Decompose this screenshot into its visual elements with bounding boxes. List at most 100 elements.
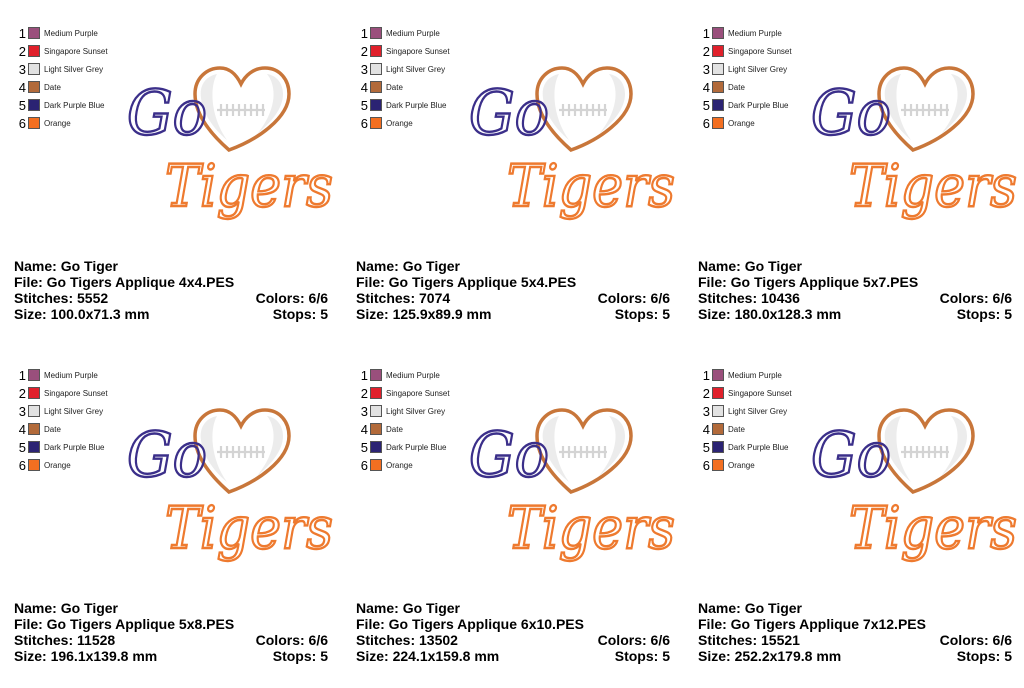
legend-number: 3 xyxy=(702,404,710,419)
size-row: Size: 196.1x139.8 mm Stops: 5 xyxy=(14,648,328,664)
color-swatch xyxy=(28,63,40,75)
legend-row: 1 Medium Purple xyxy=(18,25,138,43)
color-swatch xyxy=(28,459,40,471)
file-label: File: xyxy=(356,616,389,632)
colors-value: 6/6 xyxy=(992,290,1012,306)
legend-number: 5 xyxy=(702,98,710,113)
color-swatch xyxy=(370,45,382,57)
name-row: Name: Go Tiger xyxy=(698,258,1012,274)
go-text: Go xyxy=(811,418,891,491)
color-swatch xyxy=(370,27,382,39)
tigers-text: Tigers xyxy=(507,152,675,220)
legend-row: 6 Orange xyxy=(18,457,138,475)
legend-number: 1 xyxy=(360,368,368,383)
stitches-value: 11528 xyxy=(77,632,116,648)
name-value: Go Tiger xyxy=(60,600,118,616)
legend-row: 5 Dark Purple Blue xyxy=(702,439,822,457)
file-value: Go Tigers Applique 5x7.PES xyxy=(730,274,919,290)
legend-number: 5 xyxy=(360,440,368,455)
legend-number: 3 xyxy=(18,404,26,419)
football-right-panel xyxy=(941,416,967,476)
legend-row: 3 Light Silver Grey xyxy=(702,403,822,421)
colors-label: Colors: xyxy=(597,290,651,306)
file-row: File: Go Tigers Applique 5x8.PES xyxy=(14,616,328,632)
go-tigers-design-preview: Go Tigers xyxy=(468,66,676,221)
legend-number: 5 xyxy=(18,440,26,455)
thread-color-legend: 1 Medium Purple 2 Singapore Sunset 3 Light Si… xyxy=(702,25,822,133)
legend-color-name: Dark Purple Blue xyxy=(386,443,447,452)
stitches-label: Stitches: xyxy=(14,632,78,648)
stops-value: 5 xyxy=(320,306,328,322)
legend-color-name: Medium Purple xyxy=(44,29,98,38)
file-row: File: Go Tigers Applique 5x4.PES xyxy=(356,274,670,290)
color-swatch xyxy=(712,99,724,111)
football-left-panel xyxy=(884,74,911,140)
stitches-label: Stitches: xyxy=(698,290,762,306)
stops-value: 5 xyxy=(662,306,670,322)
colors-field: Colors: 6/6 xyxy=(256,290,328,306)
design-card: 1 Medium Purple 2 Singapore Sunset 3 Light Si… xyxy=(354,0,684,342)
file-row: File: Go Tigers Applique 5x7.PES xyxy=(698,274,1012,290)
colors-label: Colors: xyxy=(939,290,993,306)
name-value: Go Tiger xyxy=(60,258,118,274)
legend-row: 5 Dark Purple Blue xyxy=(360,439,480,457)
legend-number: 4 xyxy=(360,80,368,95)
legend-row: 3 Light Silver Grey xyxy=(360,403,480,421)
legend-number: 6 xyxy=(702,116,710,131)
legend-row: 3 Light Silver Grey xyxy=(18,61,138,79)
color-swatch xyxy=(28,423,40,435)
go-tigers-design-preview: Go Tigers xyxy=(810,408,1018,563)
thread-color-legend: 1 Medium Purple 2 Singapore Sunset 3 Light Si… xyxy=(360,367,480,475)
legend-number: 4 xyxy=(702,80,710,95)
color-swatch xyxy=(370,99,382,111)
legend-number: 5 xyxy=(360,98,368,113)
colors-value: 6/6 xyxy=(650,290,670,306)
legend-row: 2 Singapore Sunset xyxy=(18,385,138,403)
color-swatch xyxy=(370,459,382,471)
legend-row: 6 Orange xyxy=(702,457,822,475)
legend-color-name: Date xyxy=(386,83,403,92)
color-swatch xyxy=(370,441,382,453)
legend-color-name: Light Silver Grey xyxy=(386,65,446,74)
name-value: Go Tiger xyxy=(402,258,460,274)
legend-color-name: Orange xyxy=(386,461,413,470)
file-row: File: Go Tigers Applique 7x12.PES xyxy=(698,616,1012,632)
legend-number: 6 xyxy=(18,458,26,473)
color-swatch xyxy=(712,387,724,399)
legend-color-name: Medium Purple xyxy=(728,371,782,380)
name-label: Name: xyxy=(14,258,61,274)
football-left-panel xyxy=(542,74,569,140)
legend-number: 2 xyxy=(18,44,26,59)
go-text: Go xyxy=(127,76,207,149)
name-label: Name: xyxy=(356,600,403,616)
color-swatch xyxy=(712,27,724,39)
name-value: Go Tiger xyxy=(402,600,460,616)
stops-value: 5 xyxy=(320,648,328,664)
stops-field: Stops: 5 xyxy=(273,306,328,322)
legend-row: 2 Singapore Sunset xyxy=(702,385,822,403)
color-swatch xyxy=(28,369,40,381)
design-info: Name: Go Tiger File: Go Tigers Applique … xyxy=(14,258,328,322)
file-value: Go Tigers Applique 7x12.PES xyxy=(730,616,926,632)
stops-field: Stops: 5 xyxy=(957,648,1012,664)
football-laces xyxy=(559,104,607,116)
stops-label: Stops: xyxy=(614,648,663,664)
stitches-label: Stitches: xyxy=(698,632,762,648)
colors-label: Colors: xyxy=(255,290,309,306)
legend-number: 2 xyxy=(360,386,368,401)
legend-row: 3 Light Silver Grey xyxy=(18,403,138,421)
legend-color-name: Light Silver Grey xyxy=(386,407,446,416)
legend-number: 4 xyxy=(702,422,710,437)
colors-field: Colors: 6/6 xyxy=(598,632,670,648)
legend-color-name: Date xyxy=(728,425,745,434)
stops-field: Stops: 5 xyxy=(615,648,670,664)
file-row: File: Go Tigers Applique 4x4.PES xyxy=(14,274,328,290)
go-tigers-design-preview: Go Tigers xyxy=(126,408,334,563)
stitches-value: 5552 xyxy=(77,290,109,306)
file-label: File: xyxy=(14,616,47,632)
stitches-value: 15521 xyxy=(761,632,800,648)
color-swatch xyxy=(370,387,382,399)
legend-number: 1 xyxy=(702,368,710,383)
design-info: Name: Go Tiger File: Go Tigers Applique … xyxy=(698,600,1012,664)
